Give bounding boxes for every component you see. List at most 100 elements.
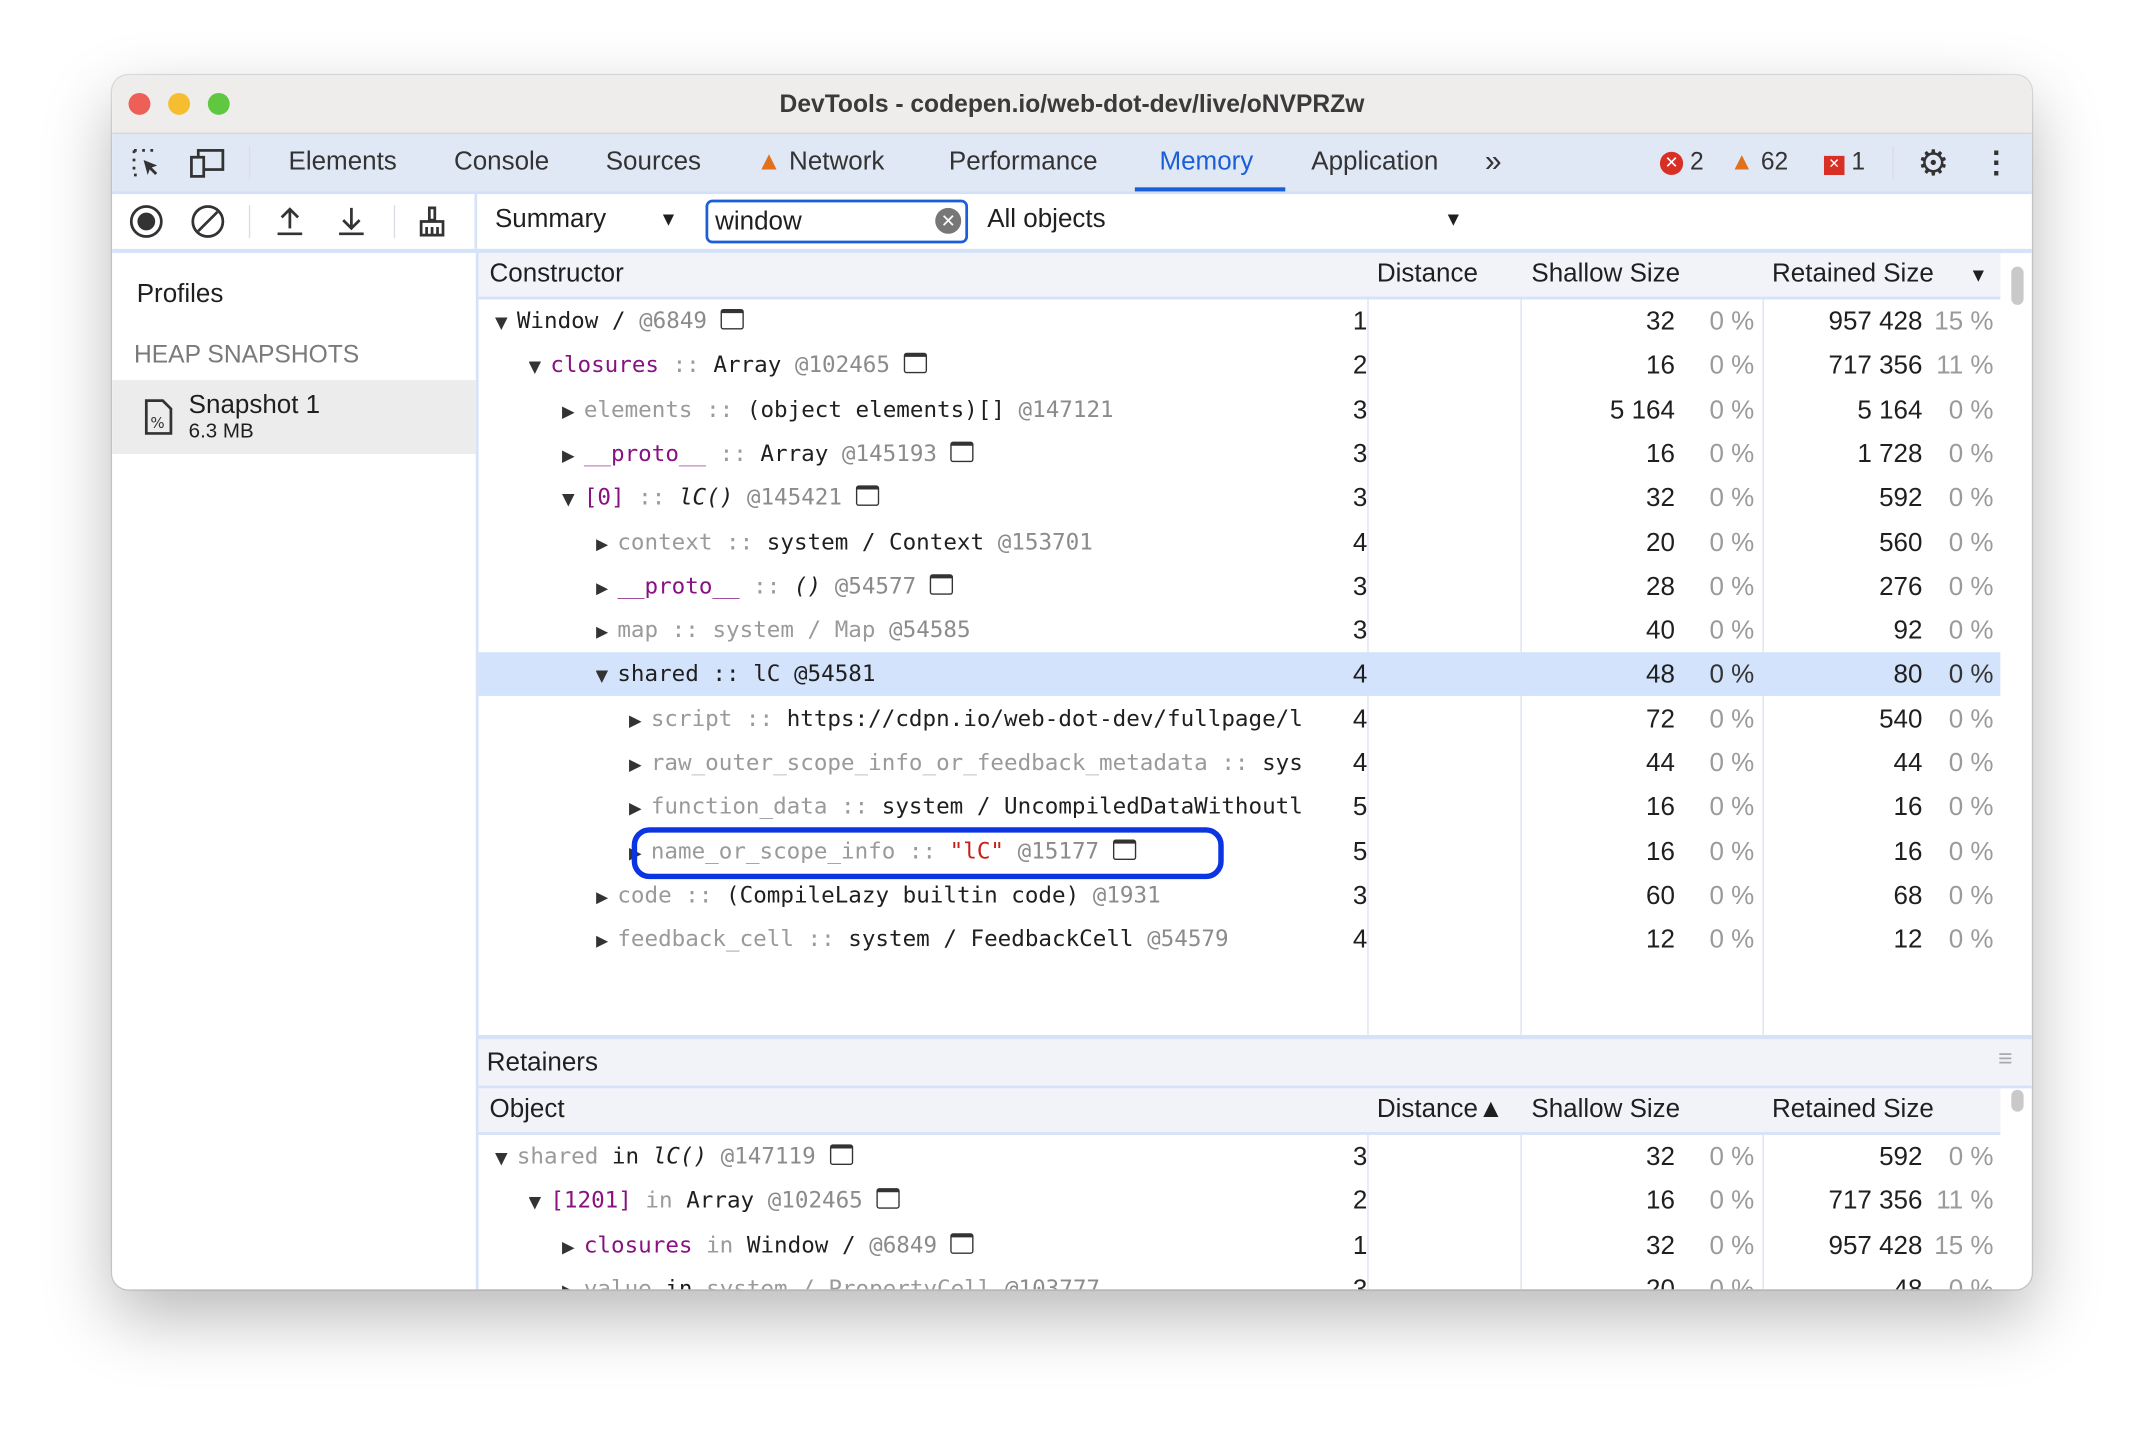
distance-column-header[interactable]: Distance▲ xyxy=(1376,1095,1504,1124)
reveal-in-window-icon[interactable] xyxy=(855,485,879,507)
shallow-size-cell: 60 xyxy=(1646,881,1675,911)
shallow-size-column-header[interactable]: Shallow Size xyxy=(1531,1095,1681,1124)
device-toolbar-icon[interactable] xyxy=(189,146,227,179)
expand-triangle-down-icon[interactable]: ▼ xyxy=(528,1192,542,1212)
expand-triangle-right-icon[interactable]: ▶ xyxy=(595,533,609,554)
expand-triangle-right-icon[interactable]: ▶ xyxy=(561,1236,575,1256)
clear-icon[interactable] xyxy=(190,204,226,240)
tab-memory[interactable]: Memory xyxy=(1159,147,1254,177)
table-row[interactable]: ▼ Window / @6849 1 32 0 % 957 428 15 % xyxy=(479,299,2001,343)
table-row[interactable]: ▶value in system / PropertyCell @1037773… xyxy=(479,1267,2001,1290)
expand-triangle-right-icon[interactable]: ▶ xyxy=(595,622,609,642)
table-row[interactable]: ▶ map :: system / Map @54585 3 40 0 % 92 0 % xyxy=(479,609,2001,653)
maximize-window-button[interactable] xyxy=(207,92,230,115)
distance-column-header[interactable]: Distance xyxy=(1376,259,1478,289)
expand-triangle-right-icon[interactable]: ▶ xyxy=(561,445,575,465)
table-row[interactable]: ▶ feedback_cell :: system / FeedbackCell … xyxy=(479,918,2001,962)
view-select[interactable]: Summary ▼ xyxy=(495,205,678,235)
inspect-element-icon[interactable] xyxy=(129,146,165,179)
record-icon[interactable] xyxy=(129,204,165,240)
object-column-header[interactable]: Object xyxy=(489,1095,565,1124)
save-profile-download-icon[interactable] xyxy=(334,204,370,240)
shallow-percent-cell: 0 % xyxy=(1709,616,1755,646)
more-options-icon[interactable]: ⋮ xyxy=(1981,144,2012,180)
expand-triangle-right-icon[interactable]: ▶ xyxy=(561,401,575,421)
minimize-window-button[interactable] xyxy=(168,92,191,115)
retained-size-column-header[interactable]: Retained Size xyxy=(1772,1095,1934,1124)
table-row[interactable]: ▶ code :: (CompileLazy builtin code) @193… xyxy=(479,874,2001,918)
retained-size-cell: 592 xyxy=(1879,1143,1923,1172)
expand-triangle-down-icon[interactable]: ▼ xyxy=(595,666,609,686)
reveal-in-window-icon[interactable] xyxy=(1112,838,1137,860)
reveal-in-window-icon[interactable] xyxy=(929,573,954,595)
settings-gear-icon[interactable]: ⚙ xyxy=(1917,141,1950,183)
retained-size-column-header[interactable]: Retained Size xyxy=(1772,259,1934,289)
distance-cell: 2 xyxy=(1352,351,1368,381)
resize-handle-icon[interactable]: ≡ xyxy=(1998,1044,2013,1072)
table-row[interactable]: ▼ [1201] in Array @102465 2 16 0 % 717 356 11 … xyxy=(479,1179,2001,1223)
expand-triangle-right-icon[interactable]: ▶ xyxy=(628,798,642,819)
table-row[interactable]: ▼ shared :: lC @54581 4 48 0 % 80 0 % xyxy=(478,652,2001,697)
table-row[interactable]: ▶ __proto__ :: () @54577 3 28 0 % 276 0 % xyxy=(479,564,2001,608)
reveal-in-window-icon[interactable] xyxy=(950,441,974,462)
expand-triangle-right-icon[interactable]: ▶ xyxy=(628,754,642,774)
reveal-in-window-icon[interactable] xyxy=(829,1144,853,1165)
retained-percent-cell: 0 % xyxy=(1948,793,1994,823)
objects-filter-select[interactable]: All objects ▼ xyxy=(987,205,1466,235)
reveal-in-window-icon[interactable] xyxy=(876,1188,900,1210)
name-segment: :: xyxy=(659,351,714,378)
shallow-size-column-header[interactable]: Shallow Size xyxy=(1531,259,1681,289)
collect-garbage-broom-icon[interactable] xyxy=(414,204,450,240)
reveal-in-window-icon[interactable] xyxy=(720,309,744,330)
snapshot-item[interactable]: % Snapshot 1 6.3 MB xyxy=(112,380,476,454)
table-row[interactable]: ▶ script :: https://cdpn.io/web-dot-dev/f… xyxy=(479,697,2001,741)
warning-count-button[interactable]: ▲ 62 xyxy=(1730,148,1789,177)
load-profile-upload-icon[interactable] xyxy=(272,204,308,240)
expand-triangle-down-icon[interactable]: ▼ xyxy=(494,1148,508,1168)
divider xyxy=(248,205,251,238)
more-tabs-chevron-icon[interactable]: » xyxy=(1484,143,1502,178)
expand-triangle-right-icon[interactable]: ▶ xyxy=(628,843,642,863)
table-row[interactable]: ▼ shared in lC() @147119 3 32 0 % 592 0 % xyxy=(479,1135,2001,1179)
reveal-in-window-icon[interactable] xyxy=(950,1232,974,1254)
expand-triangle-right-icon[interactable]: ▶ xyxy=(595,578,609,598)
issues-count-button[interactable]: ✕ 1 xyxy=(1823,148,1865,177)
expand-triangle-down-icon[interactable]: ▼ xyxy=(528,357,542,377)
table-row[interactable]: ▼ [0] :: lC() @145421 3 32 0 % 592 0 % xyxy=(479,476,2001,520)
expand-triangle-right-icon[interactable]: ▶ xyxy=(562,1281,584,1289)
clear-filter-icon[interactable]: ✕ xyxy=(935,207,962,234)
retainers-scrollbar[interactable] xyxy=(2011,1089,2024,1112)
expand-triangle-down-icon[interactable]: ▼ xyxy=(494,313,508,333)
tab-network[interactable]: ▲ Network xyxy=(756,148,884,178)
table-row[interactable]: ▶ __proto__ :: Array @145193 3 16 0 % 1 728 0 … xyxy=(479,432,2001,476)
expand-triangle-right-icon[interactable]: ▶ xyxy=(595,931,609,951)
table-row[interactable]: ▶ function_data :: system / UncompiledDat… xyxy=(479,785,2001,829)
name-segment: :: xyxy=(624,484,679,511)
expand-triangle-right-icon[interactable]: ▶ xyxy=(595,887,609,907)
expand-triangle-down-icon[interactable]: ▼ xyxy=(561,489,575,509)
tab-console[interactable]: Console xyxy=(453,147,550,177)
reveal-in-window-icon[interactable] xyxy=(903,353,927,374)
table-row[interactable]: ▶ closures in Window / @6849 1 32 0 % 957 428… xyxy=(479,1223,2001,1267)
close-window-button[interactable] xyxy=(128,92,151,115)
shallow-size-cell: 20 xyxy=(1545,1276,1675,1290)
tab-performance[interactable]: Performance xyxy=(948,147,1098,177)
constructor-scrollbar[interactable] xyxy=(2011,266,2024,305)
table-row[interactable]: ▶ context :: system / Context @153701 4 20 0… xyxy=(479,520,2001,564)
name-segment: elements xyxy=(583,395,693,422)
tab-application[interactable]: Application xyxy=(1311,147,1439,177)
table-row[interactable]: ▼ closures :: Array @102465 2 16 0 % 717 356 1… xyxy=(479,344,2001,388)
object-name-cell: ▶ __proto__ :: Array @145193 xyxy=(562,440,1348,466)
table-row[interactable]: ▶ elements :: (object elements)[] @147121… xyxy=(479,388,2001,432)
tab-elements[interactable]: Elements xyxy=(288,147,397,177)
table-row[interactable]: ▶ name_or_scope_info :: "lC" @15177 5 16 0 %… xyxy=(479,826,2001,879)
retained-size-cell: 68 xyxy=(1893,881,1923,911)
error-count-button[interactable]: ✕ 2 xyxy=(1659,148,1704,177)
expand-triangle-right-icon[interactable]: ▶ xyxy=(628,710,642,730)
tab-sources[interactable]: Sources xyxy=(605,147,702,177)
constructor-column-header[interactable]: Constructor xyxy=(489,259,624,289)
distance-cell: 3 xyxy=(1352,572,1368,602)
table-row[interactable]: ▶ raw_outer_scope_info_or_feedback_metada… xyxy=(479,741,2001,785)
class-filter-input[interactable]: window ✕ xyxy=(705,199,969,244)
retained-size-cell: 16 xyxy=(1893,837,1923,867)
